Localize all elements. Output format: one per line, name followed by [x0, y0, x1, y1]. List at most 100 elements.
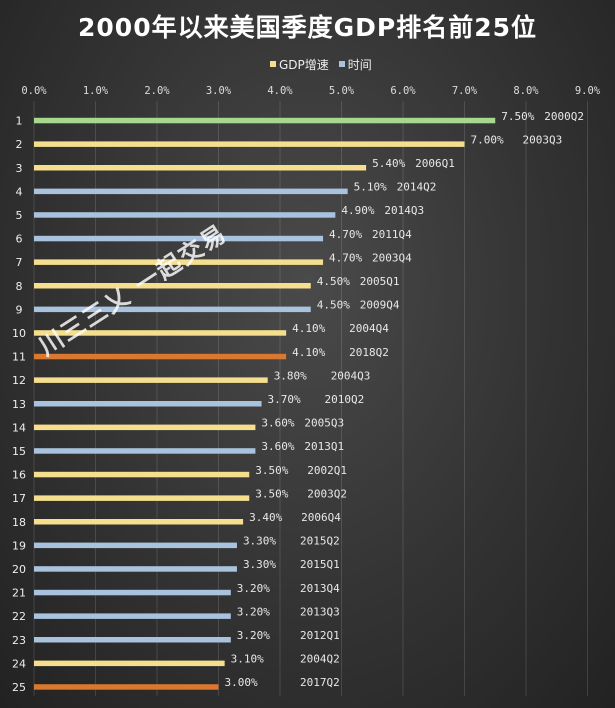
- quarter-label: 2015Q1: [300, 558, 340, 571]
- value-label: 3.20%: [237, 605, 270, 618]
- rank-label: 21: [12, 587, 26, 600]
- x-tick-label: 2.0%: [144, 85, 170, 97]
- rank-label: 12: [12, 374, 26, 387]
- bar: [34, 589, 231, 596]
- quarter-label: 2017Q2: [300, 676, 340, 689]
- value-label: 3.20%: [237, 582, 270, 595]
- bar: [34, 637, 231, 643]
- x-tick-label: 6.0%: [390, 85, 416, 97]
- rank-label: 24: [12, 657, 26, 670]
- quarter-label: 2002Q1: [307, 464, 347, 477]
- quarter-label: 2005Q1: [360, 275, 400, 288]
- rank-label: 7: [16, 256, 23, 269]
- bar: [34, 660, 225, 667]
- rank-label: 17: [12, 492, 26, 505]
- bar: [34, 117, 496, 124]
- legend-label-gdp: GDP增速: [279, 57, 329, 72]
- rank-label: 11: [12, 351, 26, 364]
- rank-label: 9: [16, 303, 23, 316]
- rank-label: 3: [16, 162, 23, 175]
- value-label: 3.50%: [255, 487, 288, 500]
- bar: [34, 330, 287, 336]
- rank-label: 19: [12, 539, 26, 552]
- quarter-label: 2004Q4: [349, 322, 389, 335]
- quarter-label: 2013Q1: [304, 440, 344, 453]
- bar: [34, 259, 324, 265]
- quarter-label: 2003Q2: [307, 487, 347, 500]
- quarter-label: 2012Q1: [300, 629, 340, 642]
- bar: [34, 566, 237, 572]
- legend-swatch-time: [338, 61, 345, 67]
- rank-label: 8: [16, 280, 23, 293]
- value-label: 3.60%: [261, 440, 294, 453]
- bar: [34, 471, 250, 478]
- rank-label: 4: [16, 185, 23, 198]
- value-label: 3.40%: [249, 511, 282, 524]
- legend-label-time: 时间: [347, 57, 372, 72]
- bar: [34, 165, 367, 171]
- rank-label: 5: [16, 209, 23, 222]
- bar: [34, 519, 244, 525]
- quarter-label: 2006Q1: [415, 157, 455, 170]
- x-tick-label: 8.0%: [513, 85, 539, 97]
- legend: GDP增速 时间: [270, 56, 372, 72]
- bar: [34, 188, 348, 195]
- rank-label: 15: [12, 445, 26, 458]
- rank-label: 22: [12, 610, 26, 623]
- quarter-label: 2003Q4: [372, 251, 412, 264]
- x-tick-label: 4.0%: [267, 85, 293, 97]
- value-label: 4.90%: [341, 204, 374, 217]
- rank-label: 25: [12, 681, 26, 694]
- chart-title: 2000年以来美国季度GDP排名前25位: [78, 13, 537, 42]
- x-tick-label: 0.0%: [21, 85, 47, 97]
- legend-item-gdp: GDP增速: [270, 56, 329, 73]
- rank-label: 1: [16, 115, 23, 128]
- quarter-label: 2013Q3: [300, 605, 340, 618]
- bar: [34, 353, 287, 360]
- value-label: 7.50%: [501, 110, 534, 123]
- quarter-label: 2014Q2: [397, 181, 437, 194]
- rank-label: 10: [12, 327, 26, 340]
- quarter-label: 2004Q3: [331, 369, 371, 382]
- bar: [34, 613, 231, 619]
- value-label: 3.10%: [231, 653, 264, 666]
- x-tick-label: 7.0%: [452, 85, 478, 97]
- value-label: 3.00%: [225, 676, 258, 689]
- value-label: 3.30%: [243, 535, 276, 548]
- rank-label: 16: [12, 469, 26, 482]
- quarter-label: 2005Q3: [304, 417, 344, 430]
- quarter-label: 2009Q4: [360, 299, 400, 312]
- x-tick-label: 9.0%: [575, 85, 601, 97]
- rank-label: 6: [16, 233, 23, 246]
- legend-item-time: 时间: [338, 56, 372, 73]
- bar: [34, 212, 336, 218]
- value-label: 4.50%: [317, 299, 350, 312]
- bar: [34, 377, 268, 383]
- x-tick-label: 5.0%: [329, 85, 355, 97]
- rank-label: 23: [12, 634, 26, 647]
- value-label: 3.60%: [261, 417, 294, 430]
- quarter-label: 2013Q4: [300, 582, 340, 595]
- quarter-label: 2011Q4: [372, 228, 412, 241]
- bar: [34, 401, 262, 407]
- quarter-label: 2015Q2: [300, 535, 340, 548]
- value-label: 3.50%: [255, 464, 288, 477]
- value-label: 3.80%: [274, 369, 307, 382]
- quarter-label: 2004Q2: [300, 653, 340, 666]
- legend-swatch-gdp: [270, 61, 276, 67]
- value-label: 5.40%: [372, 157, 405, 170]
- value-label: 7.00%: [471, 133, 504, 146]
- quarter-label: 2014Q3: [384, 204, 424, 217]
- value-label: 3.30%: [243, 558, 276, 571]
- quarter-label: 2018Q2: [349, 346, 389, 359]
- x-tick-label: 1.0%: [83, 85, 109, 97]
- rank-label: 20: [12, 563, 26, 576]
- value-label: 3.20%: [237, 629, 270, 642]
- x-tick-label: 3.0%: [206, 85, 232, 97]
- bar: [34, 141, 465, 147]
- bar: [34, 448, 256, 454]
- rank-label: 14: [12, 421, 26, 434]
- bar: [34, 424, 256, 431]
- quarter-label: 2006Q4: [301, 511, 341, 524]
